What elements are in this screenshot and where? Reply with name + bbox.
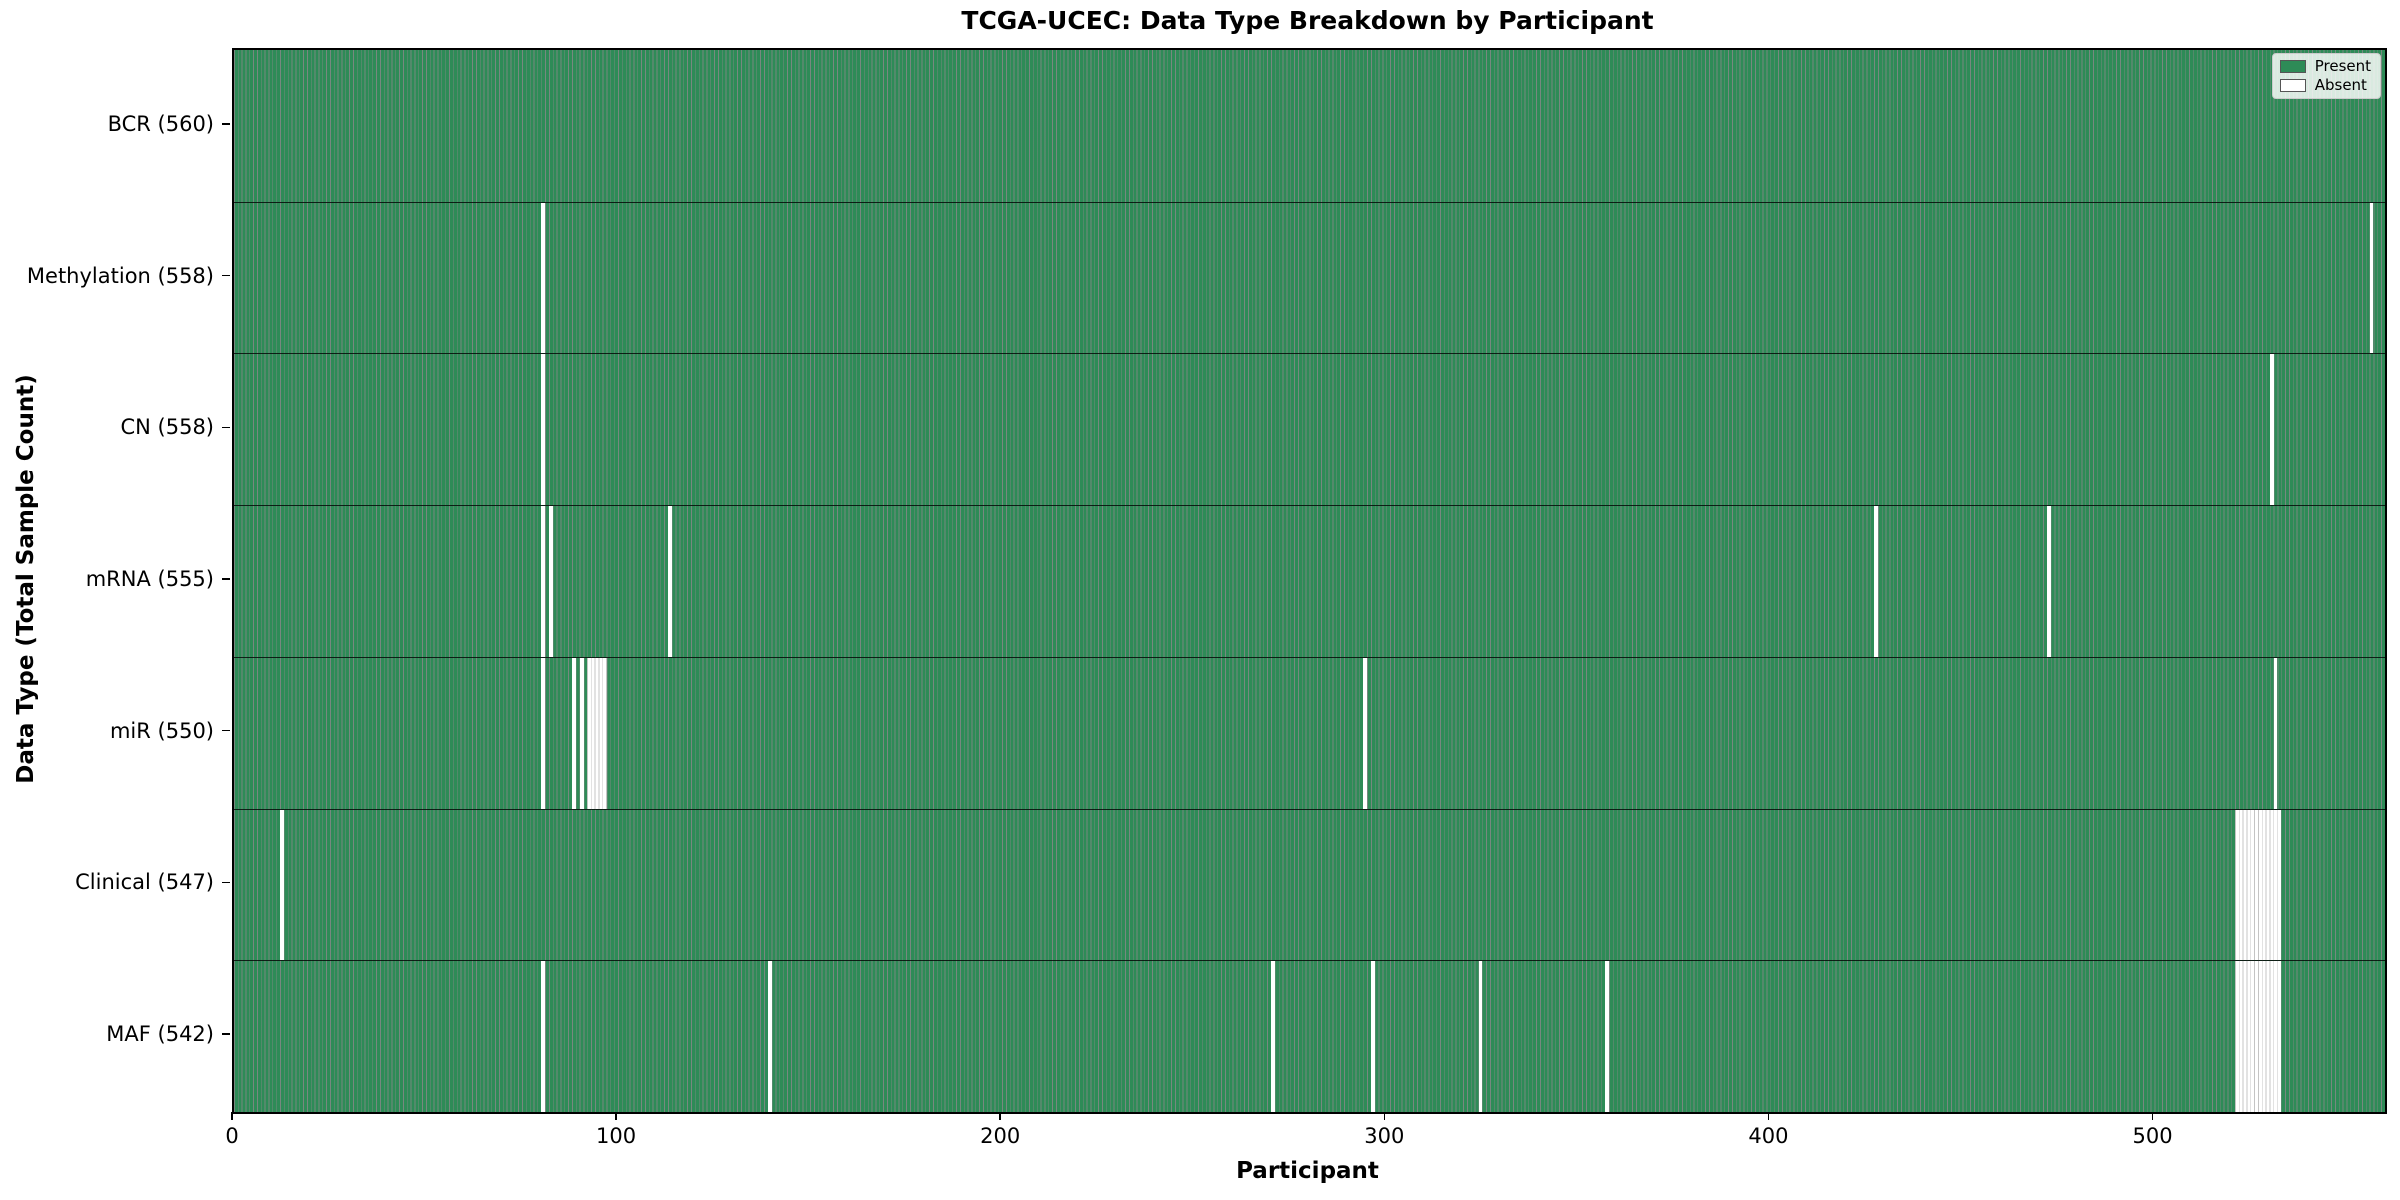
- absent-gap-mir-92: [587, 657, 607, 809]
- x-tick-label: 200: [980, 1124, 1021, 1148]
- y-tick-label-cn: CN (558): [120, 415, 214, 440]
- absent-gap-methylation-556: [2369, 202, 2374, 354]
- x-tick-label: 0: [225, 1124, 239, 1148]
- heatmap-row-clinical: [234, 808, 2385, 961]
- y-tick-label-mrna: mRNA (555): [85, 567, 214, 591]
- absent-gap-mir-88: [572, 657, 576, 809]
- x-tick-label: 400: [1748, 1124, 1789, 1148]
- absent-gap-methylation-80: [541, 202, 546, 354]
- absent-gap-mrna-472: [2046, 506, 2051, 657]
- y-tick-mark: [222, 1033, 230, 1035]
- x-tick-mark: [2151, 1112, 2154, 1120]
- heatmap-row-mrna: [234, 505, 2385, 657]
- y-tick-mark: [222, 123, 230, 125]
- y-tick-mark: [222, 881, 230, 884]
- absent-gap-mrna-82: [548, 506, 553, 657]
- absent-gap-cn-530: [2269, 354, 2274, 506]
- y-tick-label-clinical: Clinical (547): [75, 870, 214, 895]
- absent-gap-maf-80: [541, 961, 546, 1112]
- heatmap-row-maf: [234, 960, 2385, 1112]
- legend-label-absent: Absent: [2314, 76, 2367, 94]
- heatmap-row-bcr: [234, 50, 2385, 202]
- x-tick-mark: [1383, 1112, 1386, 1120]
- y-tick-label-methylation: Methylation (558): [26, 263, 214, 288]
- y-tick-mark: [222, 729, 230, 732]
- heatmap-rows: [234, 50, 2385, 1112]
- y-tick-mark: [222, 426, 230, 429]
- absent-gap-mrna-113: [668, 506, 672, 657]
- heatmap-row-methylation: [234, 201, 2385, 354]
- x-tick-mark: [999, 1112, 1001, 1120]
- absent-gap-maf-521: [2235, 961, 2282, 1112]
- absent-gap-cn-80: [541, 354, 546, 506]
- plot-area: Present Absent: [232, 48, 2387, 1114]
- absent-gap-clinical-521: [2235, 809, 2282, 961]
- legend-label-present: Present: [2314, 57, 2371, 75]
- chart-title: TCGA-UCEC: Data Type Breakdown by Partic…: [961, 6, 1654, 35]
- absent-gap-mir-294: [1363, 657, 1368, 809]
- heatmap-row-cn: [234, 353, 2385, 506]
- absent-gap-mir-90: [579, 657, 584, 809]
- x-axis-label: Participant: [1236, 1158, 1379, 1184]
- y-tick-label-bcr: BCR (560): [107, 111, 214, 136]
- absent-gap-maf-139: [767, 961, 772, 1112]
- y-tick-label-mir: miR (550): [109, 718, 214, 743]
- absent-gap-maf-296: [1370, 961, 1375, 1112]
- x-tick-mark: [615, 1112, 617, 1120]
- y-tick-mark: [222, 274, 230, 277]
- x-tick-mark: [231, 1112, 233, 1120]
- x-tick-label: 100: [596, 1124, 637, 1148]
- absent-gap-mrna-427: [1874, 506, 1878, 657]
- absent-gap-clinical-12: [280, 809, 284, 961]
- y-tick-mark: [222, 578, 230, 580]
- heatmap-row-mir: [234, 656, 2385, 809]
- x-tick-mark: [1767, 1112, 1770, 1120]
- absent-gap-maf-357: [1605, 961, 1610, 1112]
- present-swatch-icon: [2279, 60, 2306, 73]
- absent-gap-maf-270: [1271, 961, 1275, 1112]
- legend: Present Absent: [2271, 53, 2381, 99]
- x-tick-label: 300: [1364, 1124, 1405, 1148]
- y-tick-label-maf: MAF (542): [106, 1022, 214, 1047]
- absent-swatch-icon: [2279, 79, 2306, 92]
- absent-gap-mir-80: [541, 657, 546, 809]
- x-tick-label: 500: [2132, 1124, 2173, 1148]
- legend-entry-present: Present: [2279, 57, 2371, 75]
- absent-gap-mir-531: [2273, 657, 2278, 809]
- absent-gap-maf-324: [1478, 961, 1483, 1112]
- legend-entry-absent: Absent: [2279, 76, 2371, 94]
- absent-gap-mrna-80: [541, 506, 546, 657]
